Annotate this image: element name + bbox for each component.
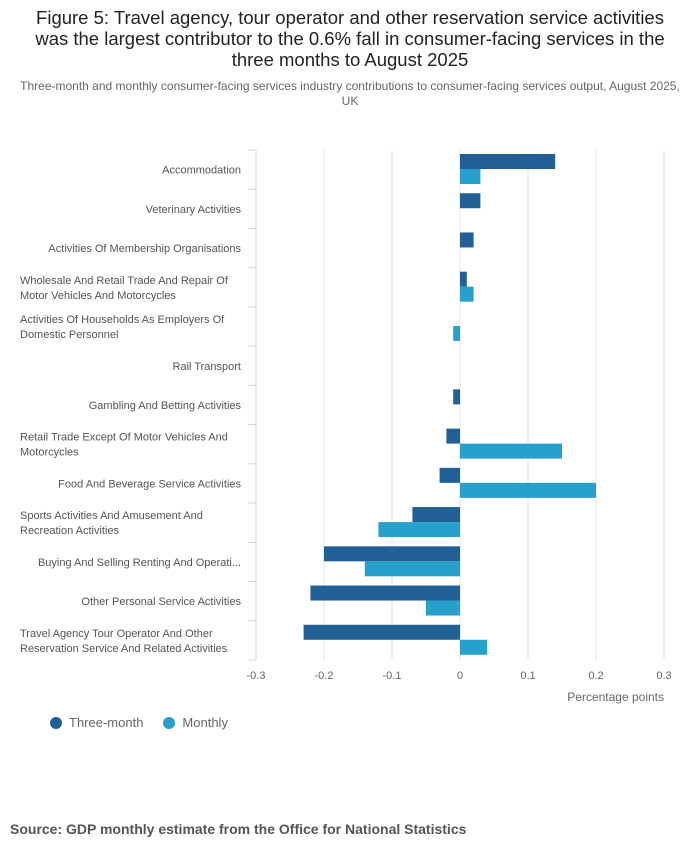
bar-three-month[interactable]: [303, 624, 460, 640]
y-category-label: Sports Activities And Amusement And Recre…: [20, 510, 203, 537]
legend: Three-month Monthly: [50, 715, 228, 730]
y-category-label: Buying And Selling Renting And Operati..…: [38, 557, 241, 569]
x-tick-label: 0: [457, 670, 463, 682]
y-axis: Accommodation Veterinary Activities Activi…: [20, 149, 257, 661]
bar-three-month[interactable]: [460, 271, 467, 287]
legend-item-monthly[interactable]: Monthly: [163, 715, 228, 730]
chart-subtitle: Three-month and monthly consumer-facing …: [20, 79, 680, 108]
y-category-label: Food And Beverage Service Activities: [58, 478, 241, 490]
bar-monthly[interactable]: [460, 443, 562, 459]
x-tick-label: 0.3: [656, 670, 671, 682]
bar-three-month[interactable]: [446, 428, 460, 444]
bar-three-month[interactable]: [412, 507, 460, 523]
x-tick-label: -0.3: [247, 670, 266, 682]
y-category-label: Other Personal Service Activities: [81, 596, 241, 608]
y-category-label: Retail Trade Except Of Motor Vehicles An…: [20, 432, 228, 459]
y-category-label: Wholesale And Retail Trade And Repair Of…: [20, 275, 229, 302]
legend-item-three-month[interactable]: Three-month: [50, 715, 143, 730]
legend-dot-icon: [50, 716, 62, 729]
bar-three-month[interactable]: [324, 546, 460, 562]
chart-title: Figure 5: Travel agency, tour operator a…: [35, 7, 665, 70]
x-tick-label: 0.2: [588, 670, 603, 682]
bar-monthly[interactable]: [364, 561, 460, 577]
bar-monthly[interactable]: [460, 482, 596, 498]
y-category-label: Gambling And Betting Activities: [89, 400, 242, 412]
legend-dot-icon: [163, 716, 176, 729]
y-category-label: Veterinary Activities: [146, 204, 242, 216]
x-tick-label: -0.2: [315, 670, 334, 682]
bar-monthly[interactable]: [453, 325, 460, 341]
y-category-label: Rail Transport: [173, 361, 241, 373]
x-tick-label: -0.1: [383, 670, 402, 682]
bar-monthly[interactable]: [426, 600, 460, 616]
source-note: Source: GDP monthly estimate from the Of…: [10, 821, 467, 837]
y-category-label: Accommodation: [162, 165, 241, 177]
bar-three-month[interactable]: [460, 193, 481, 209]
bars: [303, 154, 596, 655]
bar-three-month[interactable]: [453, 389, 460, 405]
legend-label: Three-month: [69, 715, 144, 730]
x-axis: -0.3 -0.2 -0.1 0 0.1 0.2 0.3: [247, 670, 672, 682]
y-category-label: Activities Of Membership Organisations: [48, 243, 241, 255]
bar-monthly[interactable]: [460, 286, 474, 302]
bar-monthly[interactable]: [378, 522, 460, 538]
y-category-label: Travel Agency Tour Operator And Other Res…: [20, 628, 228, 655]
legend-label: Monthly: [182, 715, 228, 730]
bar-monthly[interactable]: [460, 639, 488, 655]
x-tick-label: 0.1: [520, 670, 535, 682]
y-category-label: Activities Of Households As Employers Of…: [20, 314, 225, 341]
bar-three-month[interactable]: [439, 467, 460, 483]
bar-three-month[interactable]: [310, 585, 460, 601]
bar-three-month[interactable]: [460, 154, 556, 169]
bar-three-month[interactable]: [460, 232, 474, 248]
x-axis-label: Percentage points: [567, 690, 664, 704]
gridlines: [323, 150, 665, 660]
bar-monthly[interactable]: [460, 169, 481, 184]
